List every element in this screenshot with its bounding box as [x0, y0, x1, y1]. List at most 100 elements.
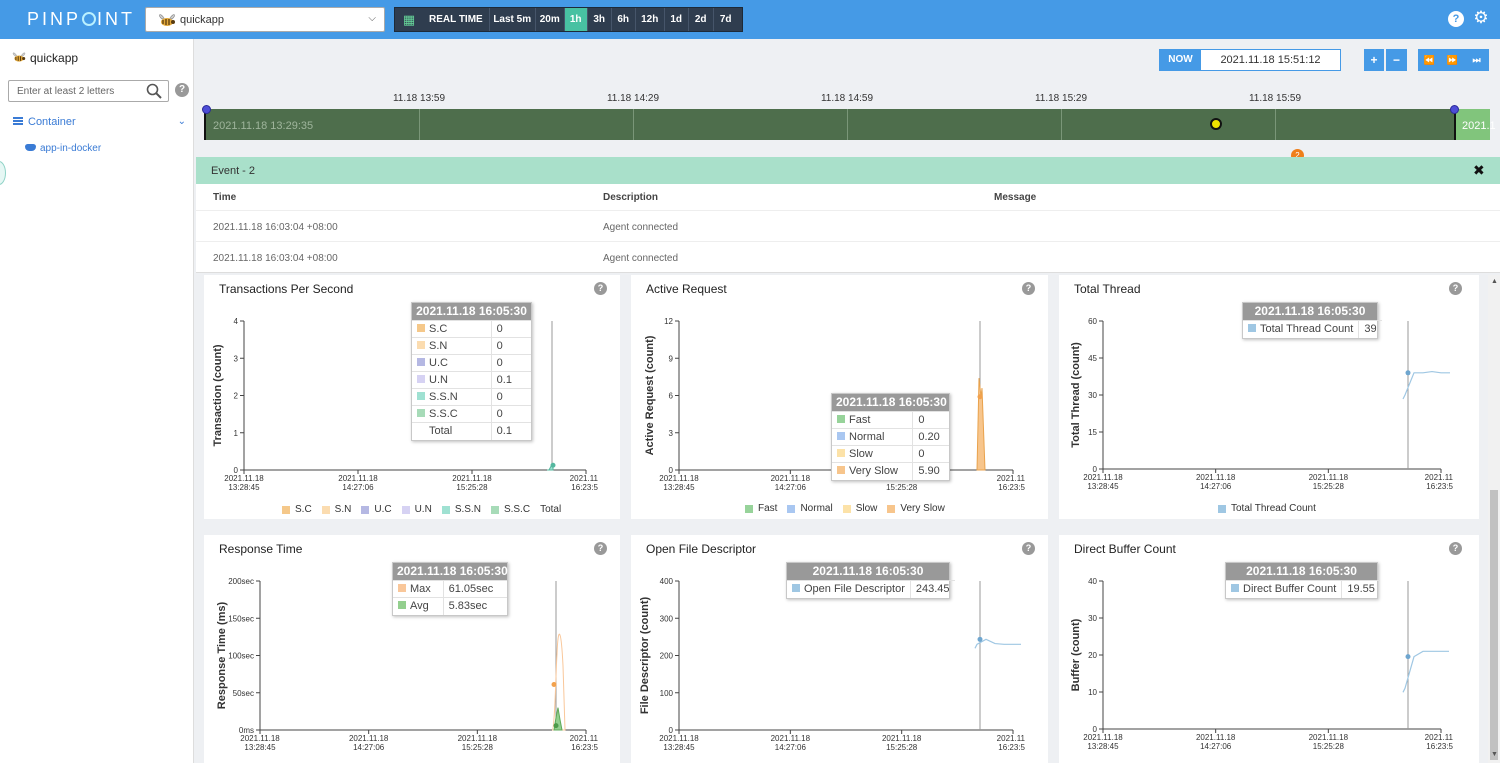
range-1h[interactable]: 1h: [564, 8, 588, 31]
sidebar: quickapp ? Container ⌄ app-in-docker: [0, 39, 194, 763]
legend-swatch: [842, 504, 851, 513]
help-icon[interactable]: ?: [594, 282, 607, 295]
y-tick-label: 12: [664, 317, 673, 326]
x-tick-label-date: 2021.11.18: [1196, 733, 1236, 742]
scroll-down-icon[interactable]: ▼: [1491, 751, 1498, 758]
y-tick-label: 200sec: [228, 577, 254, 586]
chevron-down-icon[interactable]: ⌄: [177, 116, 186, 127]
range-2d[interactable]: 2d: [689, 8, 714, 31]
page-scrollbar[interactable]: ▲ ▼: [1488, 275, 1500, 763]
time-range-bar: ▦ REAL TIME Last 5m 20m 1h 3h 6h 12h 1d …: [394, 7, 743, 32]
timeline-left-handle[interactable]: [202, 105, 211, 114]
chart-card-active-request: 0 3 6 9 12 2021.11.18 13:28:45 2021.11.18 14:27:…: [631, 275, 1048, 519]
y-tick-label: 0: [1093, 725, 1098, 734]
range-20m[interactable]: 20m: [536, 8, 565, 31]
y-tick-label: 15: [1088, 428, 1097, 437]
search-icon[interactable]: [146, 83, 162, 99]
calendar-icon[interactable]: ▦: [402, 11, 416, 27]
x-tick-label-time: 15:25:28: [1313, 742, 1345, 751]
y-tick-label: 6: [669, 392, 674, 401]
tooltip-row: S.C 0: [412, 320, 531, 338]
timeline-right-handle[interactable]: [1450, 105, 1459, 114]
legend-item-normal[interactable]: Normal: [787, 503, 833, 514]
help-icon[interactable]: ?: [1022, 542, 1035, 555]
range-3h[interactable]: 3h: [588, 8, 612, 31]
active-request-legend: Fast Normal Slow Very Slow: [745, 503, 945, 514]
scrollbar-thumb[interactable]: [1490, 490, 1498, 760]
legend-item-total[interactable]: Total: [540, 504, 561, 515]
scroll-up-icon[interactable]: ▲: [1491, 278, 1498, 285]
zoom-out-button[interactable]: −: [1386, 49, 1407, 71]
y-tick-label: 20: [1088, 651, 1097, 660]
range-12h[interactable]: 12h: [636, 8, 665, 31]
tooltip-value: 5.90: [912, 462, 949, 480]
legend-item-slow[interactable]: Slow: [842, 503, 877, 514]
range-6h[interactable]: 6h: [612, 8, 636, 31]
tooltip-row: Total Thread Count 39: [1243, 320, 1382, 338]
pinpoint-logo[interactable]: PINP INT: [27, 9, 136, 29]
range-7d[interactable]: 7d: [719, 14, 732, 25]
help-icon[interactable]: ?: [175, 83, 189, 97]
list-icon: [13, 117, 23, 125]
timeline-tick: [1275, 109, 1276, 140]
realtime-button[interactable]: REAL TIME: [423, 8, 490, 31]
tree-item-agent[interactable]: app-in-docker: [25, 143, 101, 154]
tree-group-container[interactable]: Container ⌄: [13, 116, 188, 128]
timeline-current-marker[interactable]: [1210, 118, 1222, 130]
legend-item-sc[interactable]: S.C: [282, 504, 312, 515]
gear-icon[interactable]: ⚙: [1473, 8, 1489, 27]
chart-title: Active Request: [646, 282, 727, 296]
y-tick-label: 10: [1088, 688, 1097, 697]
legend-item-ssc[interactable]: S.S.C: [490, 504, 530, 515]
help-icon[interactable]: ?: [1449, 542, 1462, 555]
x-tick-label-time: 16:23:5: [998, 483, 1025, 492]
agent-search-input[interactable]: [9, 81, 145, 101]
y-axis-label: File Descriptor (count): [639, 596, 651, 714]
area-very-slow: [976, 378, 986, 471]
tooltip-row: U.C 0: [412, 354, 531, 372]
tps-tooltip: 2021.11.18 16:05:30 S.C 0 S.N 0 U.C 0 U.N 0.…: [411, 302, 532, 441]
legend-item-uc[interactable]: U.C: [361, 504, 392, 515]
event-row-divider: [196, 210, 1500, 211]
range-1d[interactable]: 1d: [665, 8, 689, 31]
tooltip-label: Total Thread Count: [1260, 323, 1354, 336]
now-label[interactable]: NOW: [1160, 50, 1201, 70]
tooltip-value: 0: [490, 388, 531, 406]
sidebar-toggle-handle[interactable]: [0, 161, 6, 185]
tooltip-label: S.C: [429, 323, 448, 335]
legend-item-sn[interactable]: S.N: [321, 504, 351, 515]
legend-label: Total: [540, 504, 562, 515]
legend-swatch: [361, 505, 370, 514]
zoom-in-button[interactable]: +: [1364, 49, 1384, 71]
legend-item-un[interactable]: U.N: [401, 504, 432, 515]
help-icon[interactable]: ?: [594, 542, 607, 555]
y-tick-label: 60: [1088, 317, 1097, 326]
hover-point: [1405, 370, 1411, 376]
x-tick-label-date: 2021.11.18: [1083, 473, 1123, 482]
legend-item-fast[interactable]: Fast: [745, 503, 777, 514]
x-tick-label-time: 16:23:5: [1426, 742, 1453, 751]
prev-range-button[interactable]: ⏪: [1418, 49, 1441, 71]
application-selector[interactable]: quickapp ⌵: [145, 7, 385, 32]
tooltip-label: S.S.C: [429, 408, 458, 420]
close-icon[interactable]: ✖: [1473, 162, 1485, 178]
range-last-5m[interactable]: Last 5m: [490, 8, 536, 31]
legend-item-total-thread-count[interactable]: Total Thread Count: [1218, 503, 1316, 514]
help-icon[interactable]: ?: [1022, 282, 1035, 295]
direct-buffer-chart: 0102030402021.11.1813:28:452021.11.1814:…: [1070, 577, 1454, 751]
help-icon[interactable]: ?: [1449, 282, 1462, 295]
legend-item-very-slow[interactable]: Very Slow: [887, 503, 945, 514]
y-axis-label: Buffer (count): [1070, 618, 1082, 691]
x-tick-label-time: 14:27:06: [353, 743, 385, 752]
x-tick-label-date: 2021.11: [1425, 733, 1454, 742]
chart-card-total-thread: 0 15 30 45 60 2021.11.18 13:28:45 2021.11.18 14:…: [1059, 275, 1479, 519]
help-icon[interactable]: ?: [1448, 11, 1464, 27]
latest-range-button[interactable]: ⏭: [1464, 49, 1489, 71]
next-range-button[interactable]: ⏩: [1441, 49, 1464, 71]
y-tick-label: 40: [1088, 577, 1097, 586]
x-tick-label-date: 2021.11.18: [659, 474, 699, 483]
timeline-label: 11.18 13:59: [392, 93, 446, 104]
hover-point-avg: [553, 723, 559, 729]
timeline-bar[interactable]: 2021.11.18 13:29:35 2021.1: [204, 109, 1496, 140]
legend-item-ssn[interactable]: S.S.N: [441, 504, 481, 515]
